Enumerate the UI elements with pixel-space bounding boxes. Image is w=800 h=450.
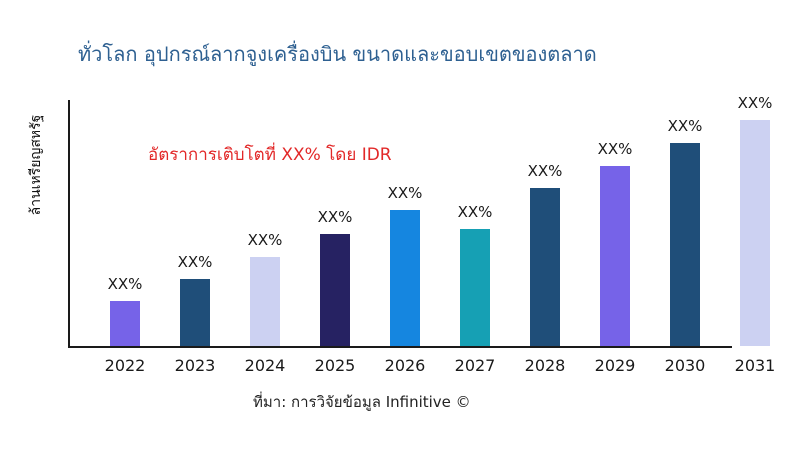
bar — [670, 143, 700, 346]
x-tick-label: 2023 — [174, 356, 216, 375]
y-axis-label: ล้านเหรียญสหรัฐ — [28, 114, 44, 216]
bar-group: XX% 2023 — [175, 253, 216, 375]
bar-group: XX% 2028 — [525, 162, 566, 375]
y-axis-line — [68, 100, 70, 348]
bar-group: XX% 2031 — [735, 94, 776, 375]
bar-value-label: XX% — [317, 208, 353, 226]
bar — [320, 234, 350, 346]
x-tick-label: 2026 — [384, 356, 426, 375]
bar — [250, 257, 280, 346]
bar-group: XX% 2025 — [315, 208, 356, 375]
bar — [390, 210, 420, 346]
bar — [180, 279, 210, 346]
bar — [110, 301, 140, 346]
x-axis-line — [68, 346, 732, 348]
source-attribution: ที่มา: การวิจัยข้อมูล Infinitive © — [253, 393, 471, 411]
chart-title: ทั่วโลก อุปกรณ์ลากจูงเครื่องบิน ขนาดและข… — [78, 42, 597, 66]
bar — [460, 229, 490, 346]
x-tick-label: 2030 — [664, 356, 706, 375]
bar-group: XX% 2024 — [245, 231, 286, 375]
bar — [740, 120, 770, 346]
plot-area: XX% 2022 XX% 2023 XX% 2024 XX% 2025 XX% 2026 XX% 20… — [68, 94, 783, 375]
bar — [600, 166, 630, 346]
bar-value-label: XX% — [177, 253, 213, 271]
bar-value-label: XX% — [107, 275, 143, 293]
bar-group: XX% 2030 — [665, 117, 706, 375]
x-tick-label: 2031 — [734, 356, 776, 375]
bar-group: XX% 2029 — [595, 140, 636, 375]
x-tick-label: 2028 — [524, 356, 566, 375]
bar-group: XX% 2027 — [455, 203, 496, 375]
bar-value-label: XX% — [387, 184, 423, 202]
bar-value-label: XX% — [737, 94, 773, 112]
bar-value-label: XX% — [597, 140, 633, 158]
bar — [530, 188, 560, 346]
bar-value-label: XX% — [457, 203, 493, 221]
x-tick-label: 2024 — [244, 356, 286, 375]
bar-value-label: XX% — [527, 162, 563, 180]
bar-value-label: XX% — [247, 231, 283, 249]
x-tick-label: 2025 — [314, 356, 356, 375]
x-tick-label: 2022 — [104, 356, 146, 375]
bar-group: XX% 2026 — [385, 184, 426, 375]
x-tick-label: 2029 — [594, 356, 636, 375]
x-tick-label: 2027 — [454, 356, 496, 375]
bar-group: XX% 2022 — [105, 275, 146, 375]
bar-value-label: XX% — [667, 117, 703, 135]
growth-rate-annotation: อัตราการเติบโตที่ XX% โดย IDR — [148, 145, 392, 165]
